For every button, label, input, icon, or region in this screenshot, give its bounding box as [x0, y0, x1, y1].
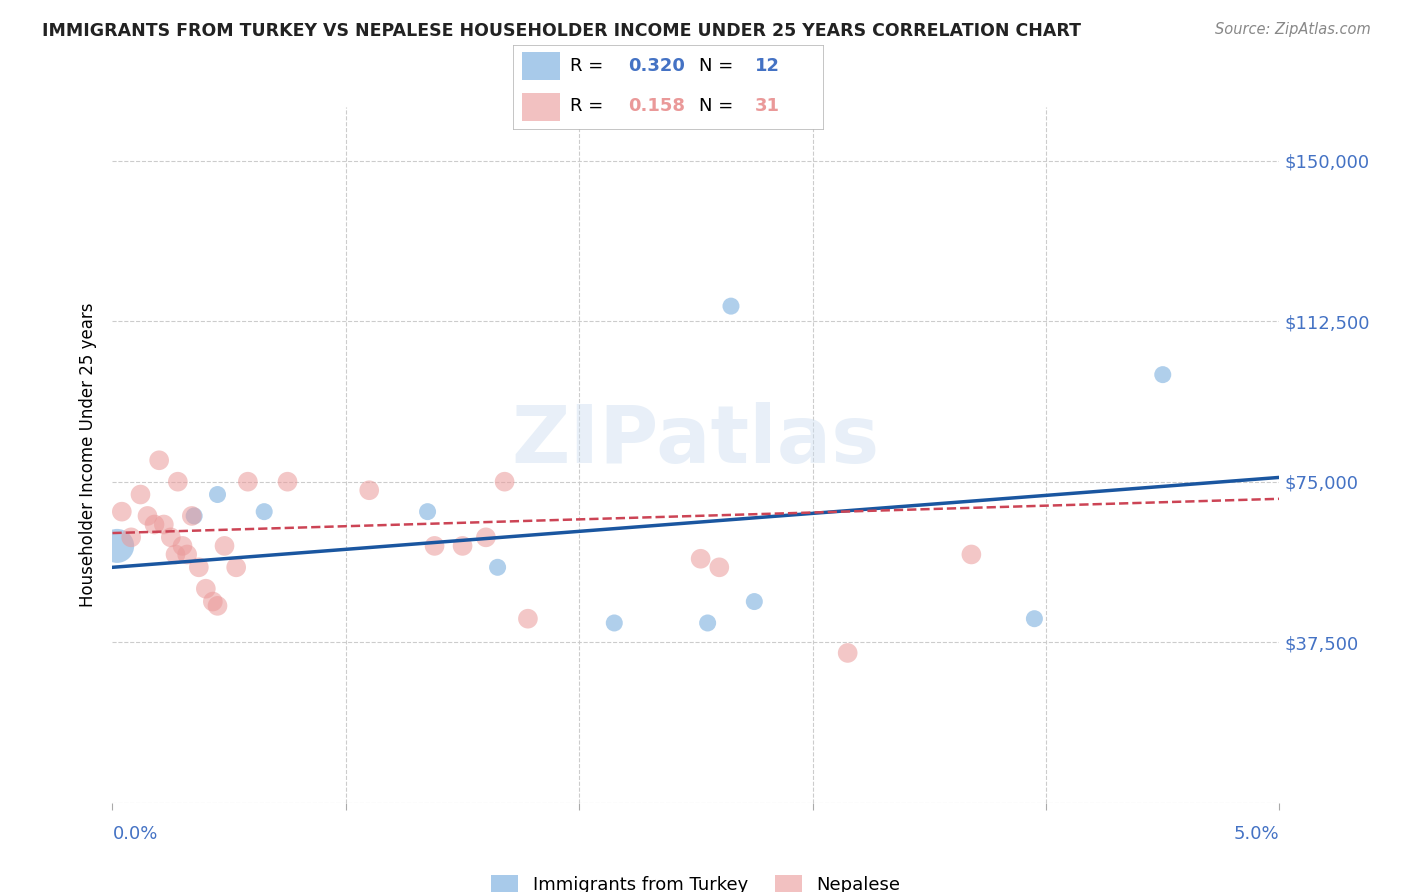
- Point: [494, 475, 516, 489]
- Text: 31: 31: [755, 97, 779, 115]
- Point: [516, 612, 538, 626]
- Point: [837, 646, 859, 660]
- Text: IMMIGRANTS FROM TURKEY VS NEPALESE HOUSEHOLDER INCOME UNDER 25 YEARS CORRELATION: IMMIGRANTS FROM TURKEY VS NEPALESE HOUSE…: [42, 22, 1081, 40]
- Y-axis label: Householder Income Under 25 years: Householder Income Under 25 years: [79, 302, 97, 607]
- Point: [236, 475, 259, 489]
- Point: [214, 539, 236, 553]
- Point: [451, 539, 474, 553]
- Point: [176, 548, 198, 562]
- Point: [207, 487, 229, 501]
- Bar: [523, 93, 560, 120]
- Text: R =: R =: [571, 57, 609, 75]
- Point: [148, 453, 170, 467]
- Point: [165, 548, 187, 562]
- Point: [1024, 612, 1046, 626]
- Point: [201, 594, 224, 608]
- Point: [475, 530, 498, 544]
- Point: [172, 539, 194, 553]
- Text: ZIPatlas: ZIPatlas: [512, 402, 880, 480]
- Legend: Immigrants from Turkey, Nepalese: Immigrants from Turkey, Nepalese: [484, 868, 908, 892]
- Point: [709, 560, 731, 574]
- Point: [696, 615, 718, 630]
- Point: [423, 539, 446, 553]
- Bar: [523, 53, 560, 80]
- Text: 5.0%: 5.0%: [1234, 825, 1279, 843]
- Point: [136, 508, 159, 523]
- Point: [187, 560, 209, 574]
- Point: [160, 530, 183, 544]
- Point: [276, 475, 298, 489]
- Point: [416, 505, 439, 519]
- Point: [253, 505, 276, 519]
- Point: [180, 508, 202, 523]
- Point: [486, 560, 509, 574]
- Point: [153, 517, 176, 532]
- Point: [225, 560, 247, 574]
- Point: [143, 517, 166, 532]
- Point: [720, 299, 742, 313]
- Point: [359, 483, 381, 498]
- Text: 12: 12: [755, 57, 779, 75]
- Point: [960, 548, 983, 562]
- Text: N =: N =: [699, 57, 738, 75]
- Point: [183, 508, 205, 523]
- Point: [120, 530, 142, 544]
- Text: R =: R =: [571, 97, 616, 115]
- Point: [603, 615, 626, 630]
- Point: [1152, 368, 1174, 382]
- Point: [111, 505, 134, 519]
- Point: [207, 599, 229, 613]
- Text: N =: N =: [699, 97, 738, 115]
- Point: [194, 582, 217, 596]
- Point: [105, 539, 128, 553]
- Point: [742, 594, 765, 608]
- Text: 0.158: 0.158: [627, 97, 685, 115]
- Point: [689, 551, 711, 566]
- Text: 0.320: 0.320: [627, 57, 685, 75]
- Point: [166, 475, 188, 489]
- Text: Source: ZipAtlas.com: Source: ZipAtlas.com: [1215, 22, 1371, 37]
- Text: 0.0%: 0.0%: [112, 825, 157, 843]
- Point: [129, 487, 152, 501]
